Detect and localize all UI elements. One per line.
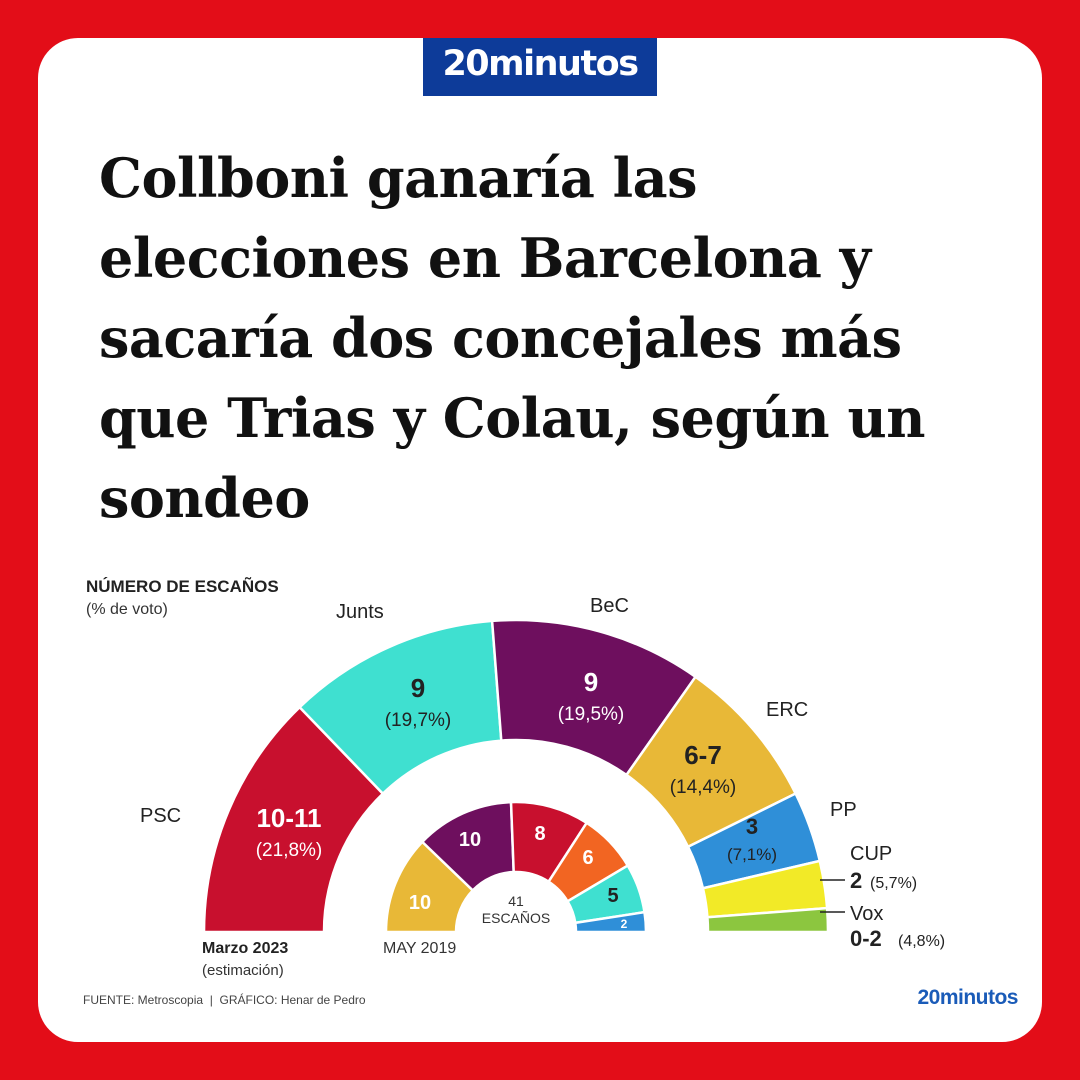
outer-ring-label: Marzo 2023 xyxy=(202,940,288,957)
inner-label-1: 10 xyxy=(459,829,481,851)
vote-label-pp: (7,1%) xyxy=(727,845,777,864)
seats-label-vox: 0-2 xyxy=(850,926,882,951)
watermark-logo: 20minutos xyxy=(917,986,1018,1009)
center-seats-label: ESCAÑOS xyxy=(482,910,550,926)
vote-label-vox: (4,8%) xyxy=(898,933,945,950)
outer-slice-vox xyxy=(706,906,830,934)
inner-label-5: 2 xyxy=(621,917,628,931)
party-name-psc: PSC xyxy=(140,805,181,827)
party-name-bec: BeC xyxy=(590,595,629,617)
vote-label-junts: (19,7%) xyxy=(385,710,452,731)
party-name-vox: Vox xyxy=(850,903,883,925)
inner-ring-label: MAY 2019 xyxy=(383,940,456,957)
vote-label-cup: (5,7%) xyxy=(870,875,917,892)
vote-label-erc: (14,4%) xyxy=(670,777,737,798)
seats-label-pp: 3 xyxy=(746,814,758,839)
seats-label-psc: 10-11 xyxy=(256,803,321,833)
chart-subtitle: (% de voto) xyxy=(86,601,168,618)
news-card: 20minutos Collboni ganaría las eleccione… xyxy=(38,38,1042,1042)
inner-label-2: 8 xyxy=(534,823,545,845)
seats-label-bec: 9 xyxy=(584,667,598,697)
vote-label-psc: (21,8%) xyxy=(256,840,323,861)
inner-label-3: 6 xyxy=(582,847,593,869)
chart-title: NÚMERO DE ESCAÑOS xyxy=(86,576,279,596)
inner-label-4: 5 xyxy=(607,885,618,907)
center-seats-value: 41 xyxy=(508,893,524,909)
outer-ring xyxy=(202,618,830,934)
party-name-erc: ERC xyxy=(766,699,808,721)
inner-ring xyxy=(384,800,648,934)
party-name-pp: PP xyxy=(830,799,857,821)
seats-label-junts: 9 xyxy=(411,673,425,703)
brand-logo: 20minutos xyxy=(423,38,657,96)
inner-label-0: 10 xyxy=(409,892,431,914)
seats-label-cup: 2 xyxy=(850,868,862,893)
source-credit: FUENTE: Metroscopia | GRÁFICO: Henar de … xyxy=(83,992,366,1007)
party-name-junts: Junts xyxy=(336,601,384,623)
inner-slice-5 xyxy=(573,910,648,934)
outer-ring-sublabel: (estimación) xyxy=(202,962,284,979)
vote-label-bec: (19,5%) xyxy=(558,704,625,725)
party-name-cup: CUP xyxy=(850,843,892,865)
brand-logo-text: 20minutos xyxy=(442,44,639,84)
seats-label-erc: 6-7 xyxy=(684,740,722,770)
headline: Collboni ganaría las elecciones en Barce… xyxy=(99,146,925,530)
